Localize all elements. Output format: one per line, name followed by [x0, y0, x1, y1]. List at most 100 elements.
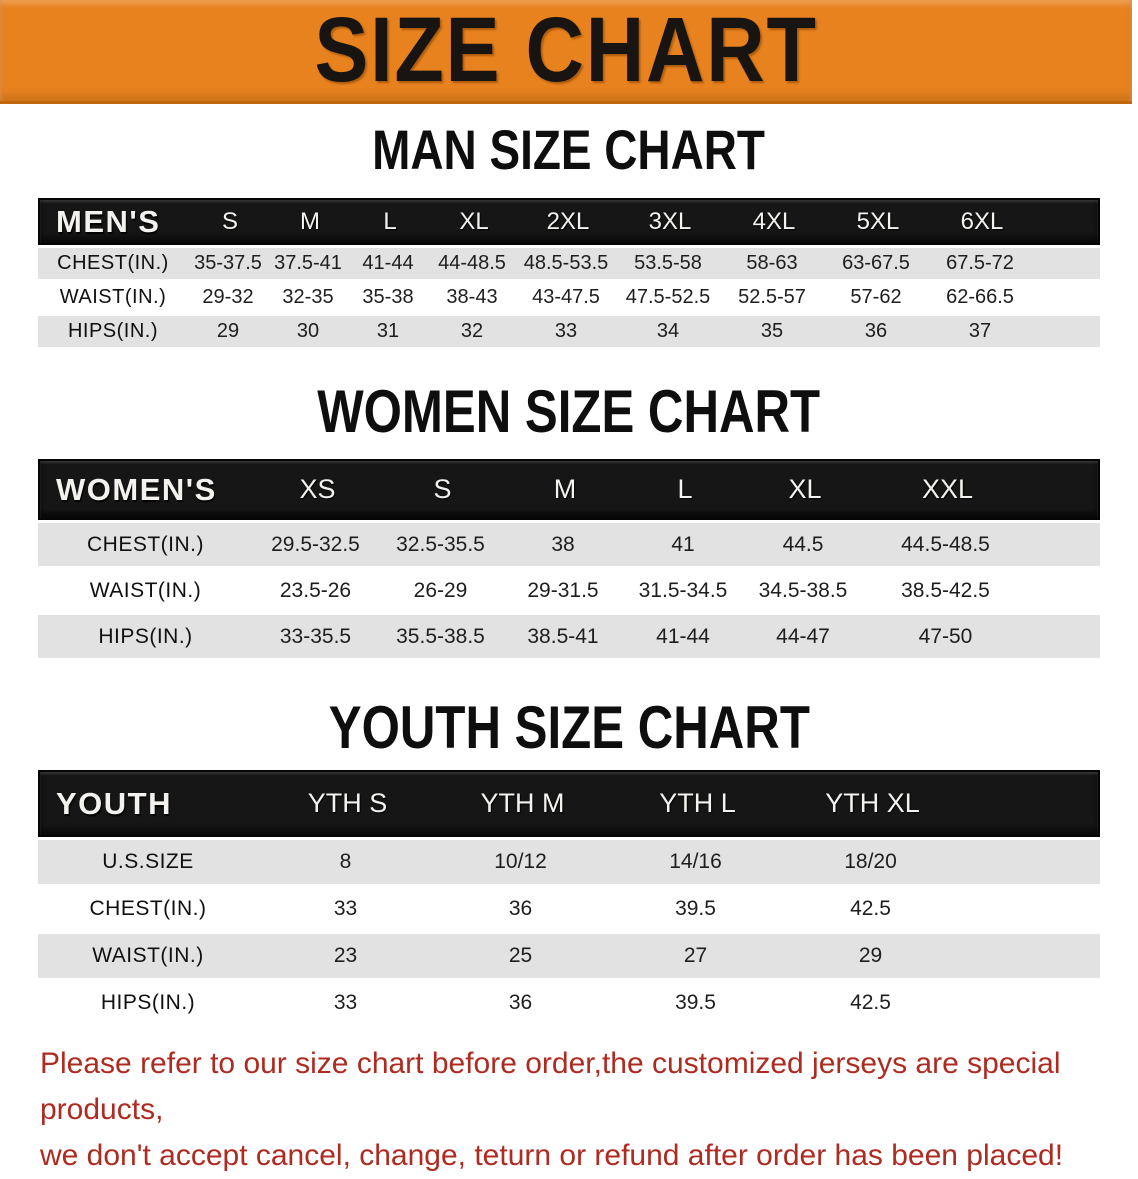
cell: 38.5-42.5: [901, 578, 990, 602]
women-section-title: WOMEN SIZE CHART: [0, 381, 1138, 443]
cell: 35.5-38.5: [396, 624, 485, 648]
youth-col-header-yth-xl: YTH XL: [825, 788, 920, 818]
youth-table-header-row: YOUTH YTH S YTH M YTH L YTH XL: [38, 770, 1100, 837]
cell: 35-37.5: [194, 252, 262, 274]
men-col-header-2xl: 2XL: [546, 207, 590, 235]
cell: 29: [216, 320, 240, 342]
row-label: CHEST(IN.): [87, 532, 204, 556]
banner-title: SIZE CHART: [314, 0, 818, 101]
cell: 53.5-58: [634, 252, 702, 274]
disclaimer-line-2: we don't accept cancel, change, teturn o…: [40, 1139, 1064, 1172]
row-label: CHEST(IN.): [89, 897, 207, 920]
cell: 34.5-38.5: [758, 578, 848, 602]
women-waist-row: WAIST(IN.) 23.5-26 26-29 29-31.5 31.5-34…: [38, 569, 1100, 612]
cell: 29.5-32.5: [271, 532, 360, 556]
cell: 33: [554, 320, 578, 342]
men-size-table: MEN'S S M L XL 2XL 3XL 4XL 5XL 6XL CHEST…: [38, 198, 1100, 347]
cell: 41-44: [656, 624, 710, 648]
row-label: WAIST(IN.): [89, 578, 202, 602]
men-section-title-text: MAN SIZE CHART: [372, 118, 766, 181]
youth-col-header-yth-s: YTH S: [307, 788, 388, 818]
women-size-table: WOMEN'S XS S M L XL XXL CHEST(IN.) 29.5-…: [38, 459, 1100, 658]
cell: 31: [376, 320, 400, 342]
cell: 10/12: [494, 850, 547, 873]
youth-col-header-yth-m: YTH M: [480, 788, 565, 818]
women-col-header-xs: XS: [299, 474, 336, 504]
row-label: HIPS(IN.): [98, 624, 193, 648]
women-col-header-m: M: [553, 474, 577, 504]
row-label: WAIST(IN.): [92, 944, 204, 967]
cell: 44.5: [782, 532, 824, 556]
cell: 33: [333, 991, 358, 1014]
cell: 39.5: [675, 991, 716, 1014]
disclaimer-line-1: Please refer to our size chart before or…: [40, 1047, 1061, 1126]
youth-section-title-text: YOUTH SIZE CHART: [328, 694, 810, 761]
cell: 44-48.5: [438, 252, 506, 274]
cell: 32: [460, 320, 484, 342]
women-hips-row: HIPS(IN.) 33-35.5 35.5-38.5 38.5-41 41-4…: [38, 615, 1100, 658]
cell: 42.5: [850, 897, 891, 920]
cell: 26-29: [413, 578, 468, 602]
men-section-title: MAN SIZE CHART: [0, 122, 1138, 178]
men-table-header-row: MEN'S S M L XL 2XL 3XL 4XL 5XL 6XL: [38, 198, 1100, 245]
disclaimer: Please refer to our size chart before or…: [40, 1041, 1118, 1179]
women-col-header-xxl: XXL: [921, 474, 974, 504]
cell: 41: [671, 532, 695, 556]
men-col-header-5xl: 5XL: [856, 207, 900, 235]
cell: 42.5: [850, 991, 891, 1014]
youth-chest-row: CHEST(IN.) 33 36 39.5 42.5: [38, 887, 1100, 931]
cell: 39.5: [675, 897, 716, 920]
cell: 32-35: [282, 286, 334, 308]
cell: 33: [333, 897, 358, 920]
youth-col-header-yth-l: YTH L: [659, 788, 736, 818]
cell: 48.5-53.5: [523, 252, 609, 274]
women-table-header-row: WOMEN'S XS S M L XL XXL: [38, 459, 1100, 520]
cell: 47-50: [918, 624, 973, 648]
cell: 58-63: [746, 252, 798, 274]
cell: 18/20: [844, 850, 897, 873]
women-col-header-xl: XL: [788, 474, 822, 504]
cell: 35: [760, 320, 784, 342]
cell: 52.5-57: [738, 286, 806, 308]
women-section-title-text: WOMEN SIZE CHART: [317, 378, 821, 445]
cell: 44.5-48.5: [901, 532, 990, 556]
cell: 38.5-41: [527, 624, 599, 648]
cell: 37.5-41: [274, 252, 342, 274]
cell: 30: [296, 320, 320, 342]
youth-waist-row: WAIST(IN.) 23 25 27 29: [38, 934, 1100, 978]
cell: 34: [656, 320, 680, 342]
row-label: CHEST(IN.): [57, 252, 169, 274]
row-label: HIPS(IN.): [100, 991, 196, 1014]
men-table-header-label: MEN'S: [56, 203, 161, 239]
men-col-header-m: M: [300, 207, 320, 235]
men-col-header-4xl: 4XL: [752, 207, 796, 235]
cell: 36: [508, 991, 533, 1014]
youth-section-title: YOUTH SIZE CHART: [0, 694, 1138, 761]
men-col-header-3xl: 3XL: [648, 207, 692, 235]
row-label: HIPS(IN.): [67, 320, 159, 342]
cell: 43-47.5: [532, 286, 600, 308]
cell: 38-43: [446, 286, 498, 308]
cell: 35-38: [362, 286, 414, 308]
cell: 27: [683, 944, 708, 967]
cell: 67.5-72: [946, 252, 1014, 274]
row-label: U.S.SIZE: [102, 850, 194, 873]
youth-ussize-row: U.S.SIZE 8 10/12 14/16 18/20: [38, 840, 1100, 884]
youth-table-header-label: YOUTH: [56, 785, 172, 821]
row-label: WAIST(IN.): [59, 286, 167, 308]
men-col-header-6xl: 6XL: [960, 207, 1004, 235]
men-col-header-l: L: [383, 207, 397, 235]
women-table-header-label: WOMEN'S: [56, 471, 217, 507]
women-chest-row: CHEST(IN.) 29.5-32.5 32.5-35.5 38 41 44.…: [38, 523, 1100, 566]
cell: 36: [508, 897, 533, 920]
size-chart-banner: SIZE CHART: [0, 0, 1132, 104]
cell: 47.5-52.5: [625, 286, 711, 308]
cell: 14/16: [669, 850, 722, 873]
cell: 33-35.5: [279, 624, 352, 648]
cell: 31.5-34.5: [638, 578, 728, 602]
women-col-header-s: S: [433, 474, 452, 504]
cell: 62-66.5: [946, 286, 1014, 308]
cell: 23.5-26: [279, 578, 352, 602]
youth-hips-row: HIPS(IN.) 33 36 39.5 42.5: [38, 981, 1100, 1025]
men-col-header-s: S: [221, 207, 238, 235]
